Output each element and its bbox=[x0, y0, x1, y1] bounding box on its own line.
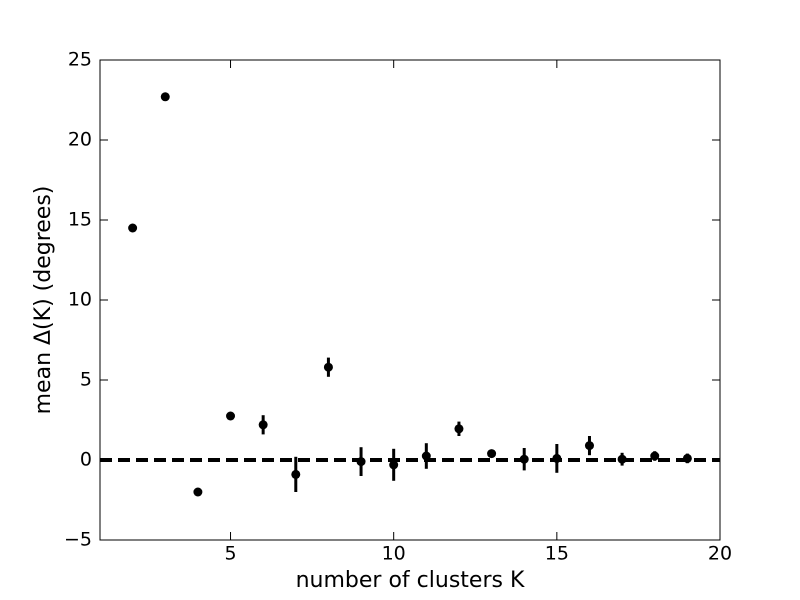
data-point bbox=[650, 451, 660, 461]
plot-frame bbox=[99, 59, 721, 541]
data-point bbox=[617, 454, 627, 464]
y-tick-label: 5 bbox=[80, 369, 92, 391]
data-point bbox=[258, 420, 268, 430]
data-point bbox=[291, 469, 301, 479]
data-point bbox=[487, 449, 497, 459]
data-point bbox=[193, 487, 203, 497]
data-point bbox=[160, 92, 170, 102]
data-point bbox=[552, 453, 562, 463]
x-tick-label: 10 bbox=[382, 543, 406, 565]
y-tick-label: 10 bbox=[68, 289, 92, 311]
x-axis-label: number of clusters K bbox=[296, 568, 525, 593]
data-point bbox=[128, 223, 138, 233]
y-axis-label: mean Δ(K) (degrees) bbox=[31, 186, 56, 415]
x-tick-label: 20 bbox=[708, 543, 732, 565]
y-tick-label: 25 bbox=[68, 49, 92, 71]
data-point bbox=[226, 411, 236, 421]
data-point bbox=[323, 362, 333, 372]
y-tick-label: 20 bbox=[68, 129, 92, 151]
x-tick-label: 5 bbox=[224, 543, 236, 565]
data-point bbox=[356, 457, 366, 467]
x-tick-label: 15 bbox=[545, 543, 569, 565]
data-point bbox=[421, 451, 431, 461]
y-tick-label: −5 bbox=[64, 529, 92, 551]
data-point bbox=[454, 424, 464, 434]
y-tick-label: 15 bbox=[68, 209, 92, 231]
data-point bbox=[389, 460, 399, 470]
data-point bbox=[682, 453, 692, 463]
y-tick-label: 0 bbox=[80, 449, 92, 471]
data-point bbox=[519, 454, 529, 464]
data-point bbox=[584, 441, 594, 451]
